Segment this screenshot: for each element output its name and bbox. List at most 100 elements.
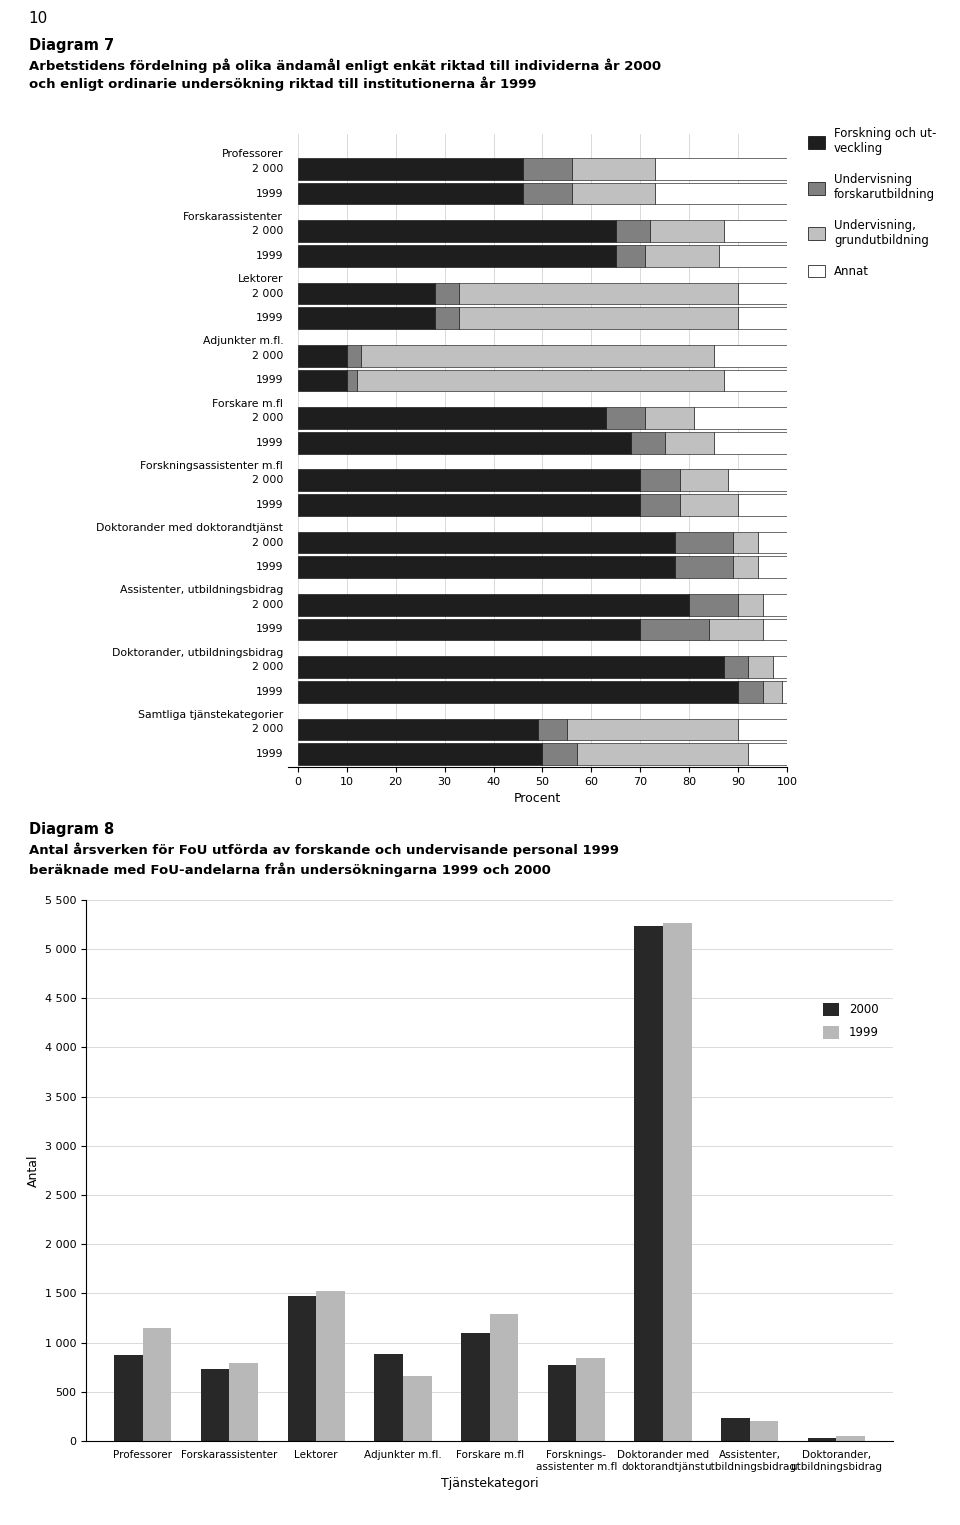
Bar <box>361 345 714 366</box>
Text: 2 000: 2 000 <box>252 538 283 547</box>
Bar <box>298 470 640 491</box>
Text: 10: 10 <box>29 11 48 26</box>
Text: 2 000: 2 000 <box>252 662 283 673</box>
Text: Forskare m.fl: Forskare m.fl <box>212 398 283 409</box>
Text: Diagram 7: Diagram 7 <box>29 38 114 53</box>
Bar <box>724 369 787 392</box>
Text: Assistenter, utbildningsbidrag: Assistenter, utbildningsbidrag <box>120 586 283 595</box>
Bar <box>576 1359 605 1441</box>
Bar <box>298 494 640 515</box>
Bar <box>763 619 787 640</box>
Bar <box>298 307 435 329</box>
Bar <box>229 1363 258 1441</box>
Bar <box>675 532 733 554</box>
Bar <box>757 532 787 554</box>
Bar <box>655 159 787 180</box>
Text: beräknade med FoU-andelarna från undersökningarna 1999 och 2000: beräknade med FoU-andelarna från undersö… <box>29 862 551 877</box>
Bar <box>738 680 763 703</box>
Bar <box>719 246 787 267</box>
Bar <box>836 1437 865 1441</box>
Text: Adjunkter m.fl.: Adjunkter m.fl. <box>203 337 283 346</box>
Bar <box>738 494 787 515</box>
Text: 2 000: 2 000 <box>252 288 283 299</box>
Bar <box>298 680 738 703</box>
Bar <box>616 221 650 242</box>
Bar <box>721 1418 750 1441</box>
Bar <box>757 557 787 578</box>
Text: 1999: 1999 <box>255 749 283 759</box>
Bar <box>298 407 606 429</box>
Bar <box>675 557 733 578</box>
Bar <box>572 183 655 204</box>
Bar <box>750 1421 779 1441</box>
Bar <box>347 345 361 366</box>
X-axis label: Procent: Procent <box>514 793 562 805</box>
Bar <box>606 407 645 429</box>
Text: Arbetstidens fördelning på olika ändamål enligt enkät riktad till individerna år: Arbetstidens fördelning på olika ändamål… <box>29 58 660 73</box>
Bar <box>572 159 655 180</box>
Bar <box>298 595 689 616</box>
Bar <box>680 470 729 491</box>
Text: 1999: 1999 <box>255 313 283 323</box>
Bar <box>655 183 787 204</box>
Bar <box>708 619 763 640</box>
Bar <box>461 1333 490 1441</box>
Bar <box>567 718 738 740</box>
Text: 1999: 1999 <box>255 500 283 509</box>
Text: Doktorander, utbildningsbidrag: Doktorander, utbildningsbidrag <box>111 648 283 657</box>
Text: Samtliga tjänstekategorier: Samtliga tjänstekategorier <box>138 711 283 720</box>
Bar <box>729 470 787 491</box>
Bar <box>143 1328 172 1441</box>
Bar <box>490 1315 518 1441</box>
Bar <box>347 369 356 392</box>
Bar <box>635 926 663 1441</box>
Bar <box>738 282 787 305</box>
Bar <box>763 595 787 616</box>
Text: 1999: 1999 <box>255 375 283 386</box>
Bar <box>298 743 542 766</box>
Text: 2 000: 2 000 <box>252 599 283 610</box>
Bar <box>523 183 572 204</box>
Bar <box>665 432 714 453</box>
Bar <box>298 718 538 740</box>
Bar <box>298 619 640 640</box>
Bar <box>689 595 738 616</box>
Bar <box>645 407 694 429</box>
Text: 1999: 1999 <box>255 686 283 697</box>
Bar <box>733 557 757 578</box>
Bar <box>298 183 523 204</box>
Bar <box>694 407 787 429</box>
Bar <box>459 307 738 329</box>
Bar <box>298 369 347 392</box>
Bar <box>650 221 724 242</box>
Bar <box>631 432 665 453</box>
Bar <box>298 221 616 242</box>
Legend: 2000, 1999: 2000, 1999 <box>823 1003 878 1040</box>
Bar <box>738 307 787 329</box>
Bar <box>724 656 748 679</box>
Bar <box>640 470 680 491</box>
Bar <box>714 432 787 453</box>
Bar <box>298 246 616 267</box>
Text: 2 000: 2 000 <box>252 413 283 422</box>
Bar <box>616 246 645 267</box>
Bar <box>738 718 787 740</box>
Y-axis label: Antal: Antal <box>27 1154 39 1186</box>
Bar <box>298 656 724 679</box>
Text: 2 000: 2 000 <box>252 165 283 174</box>
Bar <box>748 743 787 766</box>
Bar <box>640 494 680 515</box>
Bar <box>773 656 787 679</box>
Legend: Forskning och ut-
veckling, Undervisning
forskarutbildning, Undervisning,
grundu: Forskning och ut- veckling, Undervisning… <box>808 128 936 278</box>
Bar <box>298 432 631 453</box>
Bar <box>298 532 675 554</box>
Bar <box>459 282 738 305</box>
Bar <box>714 345 787 366</box>
Text: och enligt ordinarie undersökning riktad till institutionerna år 1999: och enligt ordinarie undersökning riktad… <box>29 76 537 90</box>
Bar <box>298 159 523 180</box>
Bar <box>763 680 782 703</box>
Bar <box>645 246 719 267</box>
Text: 1999: 1999 <box>255 189 283 198</box>
Text: Lektorer: Lektorer <box>238 274 283 284</box>
Text: 1999: 1999 <box>255 250 283 261</box>
